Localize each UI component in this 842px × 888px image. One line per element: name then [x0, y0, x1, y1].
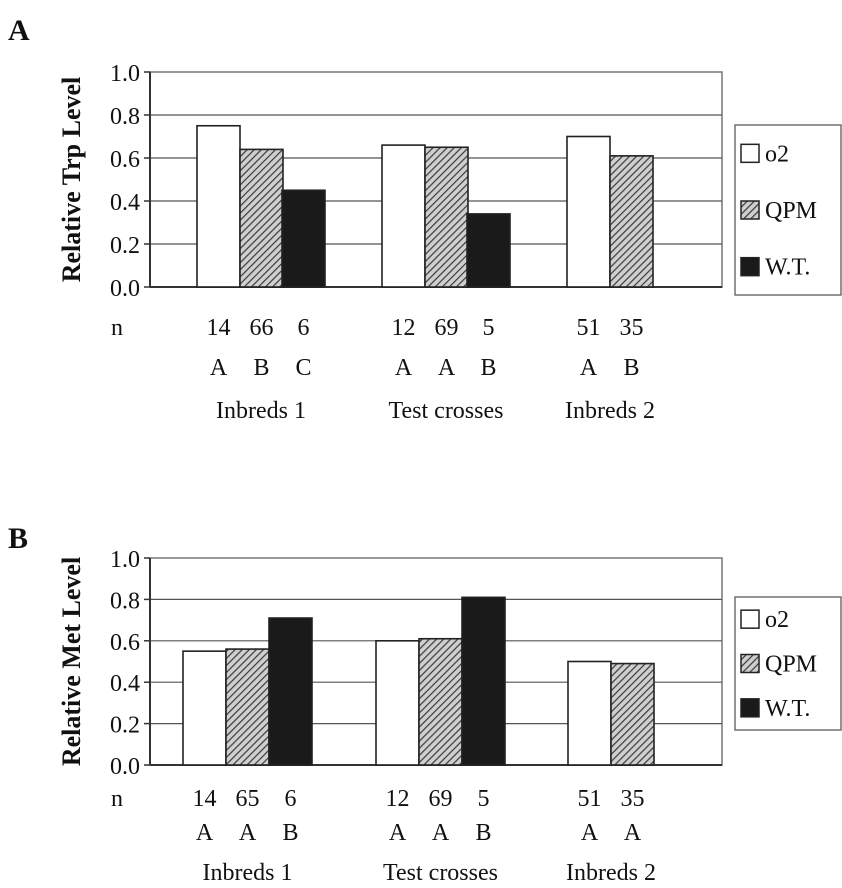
y-tick-label: 0.2: [110, 233, 140, 259]
significance-letter: A: [196, 820, 214, 846]
significance-letter: B: [282, 820, 298, 846]
legend-swatch: [740, 143, 760, 164]
legend: o2 QPM W.T.: [734, 596, 842, 731]
n-row-label: n: [111, 786, 123, 812]
legend: o2 QPM W.T.: [734, 124, 842, 296]
n-count: 12: [386, 786, 410, 812]
n-count: 66: [250, 315, 274, 341]
y-tick-label: 0.4: [110, 671, 140, 697]
bar-o2: [567, 660, 612, 766]
bar-o2: [566, 135, 611, 288]
panel-b: B 0.0 0.2 0.4 0.6 0.8 1.0 Relative Met Level n 14…: [8, 522, 842, 886]
n-count: 6: [298, 315, 310, 341]
n-count: 65: [236, 786, 260, 812]
bar-o2: [196, 124, 241, 288]
n-count: 35: [620, 315, 644, 341]
bar-o2: [375, 639, 420, 766]
y-axis-label: Relative Trp Level: [57, 77, 86, 283]
n-count: 69: [435, 315, 459, 341]
legend-swatch: [740, 200, 760, 220]
legend-entry: W.T.: [765, 696, 810, 722]
legend-entry: o2: [765, 607, 789, 633]
y-tick-label: 0.6: [110, 147, 140, 173]
y-tick-label: 0.6: [110, 630, 140, 656]
n-count: 12: [392, 315, 416, 341]
significance-letter: A: [389, 820, 407, 846]
legend-swatch: [740, 609, 760, 629]
significance-letter: A: [580, 355, 598, 381]
n-count: 5: [483, 315, 495, 341]
bar-o2: [182, 650, 227, 766]
significance-letter: A: [432, 820, 450, 846]
n-count: 69: [429, 786, 453, 812]
y-tick-label: 0.0: [110, 276, 140, 302]
bar-qpm: [418, 637, 463, 766]
n-count: 14: [207, 315, 231, 341]
y-tick-label: 0.4: [110, 190, 140, 216]
significance-letter: A: [581, 820, 599, 846]
bar-o2: [381, 144, 426, 288]
legend-entry: QPM: [765, 652, 817, 678]
significance-letter: A: [438, 355, 456, 381]
legend-entry: QPM: [765, 198, 817, 224]
n-count: 14: [193, 786, 217, 812]
y-tick-label: 0.8: [110, 104, 140, 130]
y-tick-label: 1.0: [110, 547, 140, 573]
bar-qpm: [424, 146, 469, 288]
n-count: 6: [285, 786, 297, 812]
n-count: 51: [578, 786, 602, 812]
panel-letter: B: [8, 522, 28, 555]
legend-swatch: [740, 653, 760, 674]
bar-wt: [281, 189, 326, 288]
bar-qpm: [239, 148, 284, 288]
significance-letter: B: [480, 355, 496, 381]
significance-letter: B: [623, 355, 639, 381]
bar-wt: [466, 213, 511, 288]
significance-letter: A: [395, 355, 413, 381]
n-count: 51: [577, 315, 601, 341]
bar-wt: [268, 617, 313, 766]
n-count: 35: [621, 786, 645, 812]
y-axis-label: Relative Met Level: [57, 557, 86, 766]
group-label: Inbreds 1: [203, 860, 293, 886]
legend-entry: W.T.: [765, 255, 810, 281]
significance-letter: A: [624, 820, 642, 846]
panel-letter: A: [8, 14, 30, 47]
y-tick-label: 0.2: [110, 713, 140, 739]
legend-entry: o2: [765, 141, 789, 167]
y-tick-label: 0.8: [110, 588, 140, 614]
significance-letter: B: [475, 820, 491, 846]
group-label: Test crosses: [389, 398, 504, 424]
bar-qpm: [225, 648, 270, 766]
n-count: 5: [478, 786, 490, 812]
significance-letter: B: [253, 355, 269, 381]
group-label: Inbreds 2: [565, 398, 655, 424]
group-label: Inbreds 1: [216, 398, 306, 424]
group-label: Inbreds 2: [566, 860, 656, 886]
significance-letter: A: [210, 355, 228, 381]
significance-letter: A: [239, 820, 257, 846]
group-label: Test crosses: [383, 860, 498, 886]
bar-qpm: [610, 662, 655, 766]
significance-letter: C: [295, 355, 311, 381]
legend-swatch: [740, 256, 760, 277]
y-tick-label: 0.0: [110, 754, 140, 780]
legend-swatch: [740, 698, 760, 718]
n-row-label: n: [111, 315, 123, 341]
panel-a: A 0.0 0.2 0.4 0.6 0.8 1.0 Relative Trp Level n 14…: [8, 14, 842, 424]
y-tick-label: 1.0: [110, 61, 140, 87]
bar-qpm: [609, 155, 654, 288]
bar-wt: [461, 596, 506, 766]
